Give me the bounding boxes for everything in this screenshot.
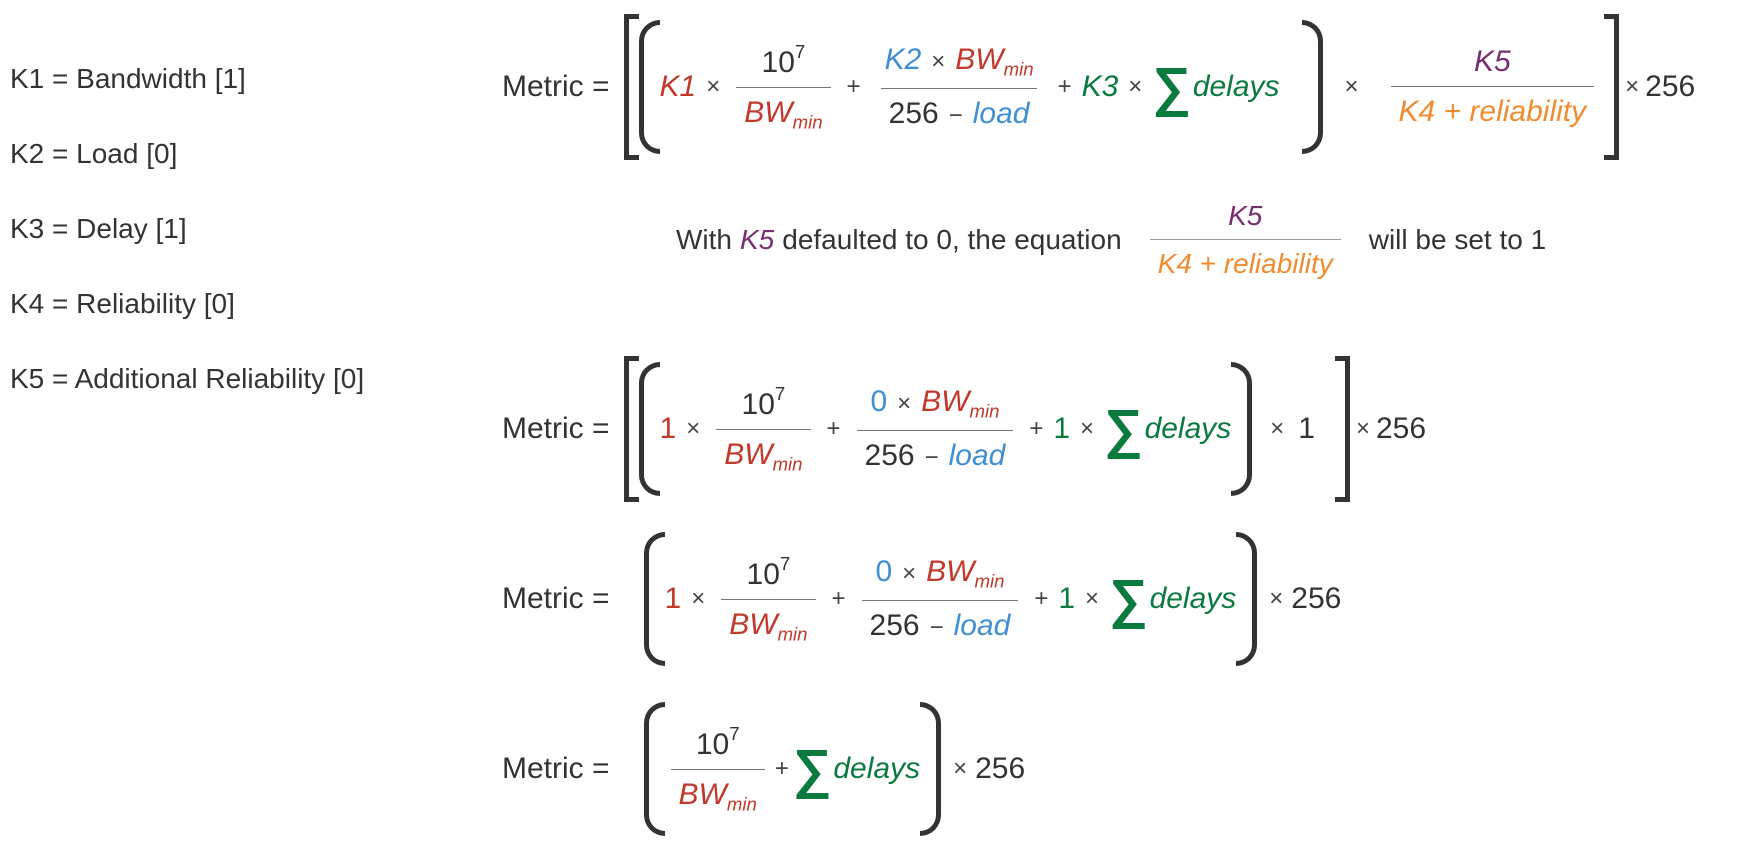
k1-value: 1 — [659, 412, 677, 445]
note-k5: K5 — [740, 224, 775, 255]
k-values-list: K1 = Bandwidth [1] K2 = Load [0] K3 = De… — [10, 62, 364, 437]
k2-definition: K2 = Load [0] — [10, 138, 178, 169]
numerator: 107 — [761, 40, 806, 79]
multiplier-256: 256 — [1645, 70, 1696, 103]
note-defaulted: defaulted to 0, the equation — [782, 224, 1122, 255]
metric-label: Metric = — [502, 582, 610, 615]
k5-definition: K5 = Additional Reliability [0] — [10, 363, 365, 394]
delays-term: delays — [1192, 70, 1280, 103]
times-sign: × — [1128, 73, 1143, 100]
right-paren — [1301, 20, 1323, 154]
k3-definition: K3 = Delay [1] — [10, 213, 187, 244]
right-square-bracket — [1334, 356, 1350, 502]
plus-sign: + — [1034, 585, 1049, 612]
denominator: 256− load — [856, 429, 1014, 473]
times-sign: × — [691, 585, 706, 612]
left-square-bracket — [623, 356, 639, 502]
right-paren — [920, 702, 942, 836]
plus-sign: + — [831, 585, 846, 612]
bandwidth-fraction: 107 BWmin — [736, 40, 831, 134]
numerator: K2 × BWmin — [884, 43, 1034, 80]
denominator: BWmin — [721, 598, 816, 646]
k4-definition: K4 = Reliability [0] — [10, 288, 235, 319]
times-sign: × — [1344, 73, 1359, 100]
denominator: 256− load — [880, 87, 1038, 131]
metric-label: Metric = — [502, 70, 610, 103]
denominator: K4 + reliability — [1149, 239, 1341, 280]
denominator: K4 + reliability — [1390, 86, 1595, 129]
load-fraction: 0 × BWmin 256− load — [856, 385, 1014, 473]
times-sign: × — [953, 755, 968, 782]
delays-term: delays — [833, 752, 921, 785]
sigma-icon: ∑ — [792, 739, 832, 799]
times-sign: × — [1625, 73, 1640, 100]
note-fraction: K5 K4 + reliability — [1149, 200, 1341, 280]
sigma-icon: ∑ — [1109, 569, 1148, 629]
plus-sign: + — [1029, 415, 1044, 442]
metric-final-equation: Metric = 107 BWmin + ∑ delays × 256 — [502, 702, 1025, 836]
left-paren — [638, 362, 660, 496]
left-paren — [643, 702, 665, 836]
denominator: BWmin — [736, 86, 831, 134]
numerator: 107 — [746, 552, 791, 591]
plus-sign: + — [774, 755, 789, 782]
delays-term: delays — [1149, 582, 1237, 615]
right-paren — [1231, 362, 1253, 496]
reliability-value: 1 — [1298, 412, 1315, 445]
metric-simplified-equation: Metric = 1 × 107 BWmin + 0 × BWmin 256− loa… — [502, 532, 1341, 666]
note-with: With — [676, 224, 732, 255]
note-will-be-set: will be set to 1 — [1368, 224, 1547, 255]
reliability-fraction: K5 K4 + reliability — [1390, 45, 1595, 129]
multiplier-256: 256 — [1291, 582, 1342, 615]
metric-label: Metric = — [502, 412, 610, 445]
k1-value: 1 — [664, 582, 682, 615]
numerator: K5 — [1228, 200, 1263, 231]
left-paren — [643, 532, 665, 666]
sigma-icon: ∑ — [1104, 399, 1143, 459]
denominator: 256− load — [861, 599, 1019, 643]
times-sign: × — [686, 415, 701, 442]
times-sign: × — [1080, 415, 1095, 442]
multiplier-256: 256 — [1376, 412, 1427, 445]
k5-note: With K5 defaulted to 0, the equation K5 … — [676, 200, 1546, 280]
metric-label: Metric = — [502, 752, 610, 785]
k3-term: K3 — [1081, 70, 1119, 103]
times-sign: × — [1269, 585, 1284, 612]
times-sign: × — [1270, 415, 1285, 442]
numerator: 107 — [695, 722, 740, 761]
bandwidth-fraction: 107 BWmin — [716, 382, 811, 476]
k1-definition: K1 = Bandwidth [1] — [10, 63, 246, 94]
numerator: K5 — [1473, 45, 1511, 78]
multiplier-256: 256 — [975, 752, 1026, 785]
sigma-icon: ∑ — [1152, 57, 1191, 117]
left-square-bracket — [623, 14, 639, 160]
times-sign: × — [1355, 415, 1370, 442]
bandwidth-fraction: 107 BWmin — [670, 722, 765, 816]
load-fraction: K2 × BWmin 256− load — [877, 43, 1042, 131]
metric-substituted-equation: Metric = 1 × 107 BWmin + 0 × BWmin 256− loa… — [502, 356, 1426, 502]
bandwidth-fraction: 107 BWmin — [721, 552, 816, 646]
k3-value: 1 — [1053, 412, 1071, 445]
times-sign: × — [1085, 585, 1100, 612]
load-fraction: 0 × BWmin 256− load — [861, 555, 1019, 643]
numerator: 0 × BWmin — [875, 555, 1005, 592]
k3-value: 1 — [1058, 582, 1076, 615]
delays-term: delays — [1144, 412, 1232, 445]
plus-sign: + — [1057, 73, 1072, 100]
right-square-bracket — [1604, 14, 1620, 160]
k1-term: K1 — [659, 70, 697, 103]
right-paren — [1236, 532, 1258, 666]
denominator: BWmin — [716, 428, 811, 476]
times-sign: × — [706, 73, 721, 100]
metric-general-equation: Metric = K1 × 107 BWmin + K2 × BWmin 256− l… — [502, 14, 1695, 160]
left-paren — [638, 20, 660, 154]
plus-sign: + — [826, 415, 841, 442]
denominator: BWmin — [670, 768, 765, 816]
numerator: 0 × BWmin — [870, 385, 1000, 422]
numerator: 107 — [741, 382, 786, 421]
plus-sign: + — [846, 73, 861, 100]
